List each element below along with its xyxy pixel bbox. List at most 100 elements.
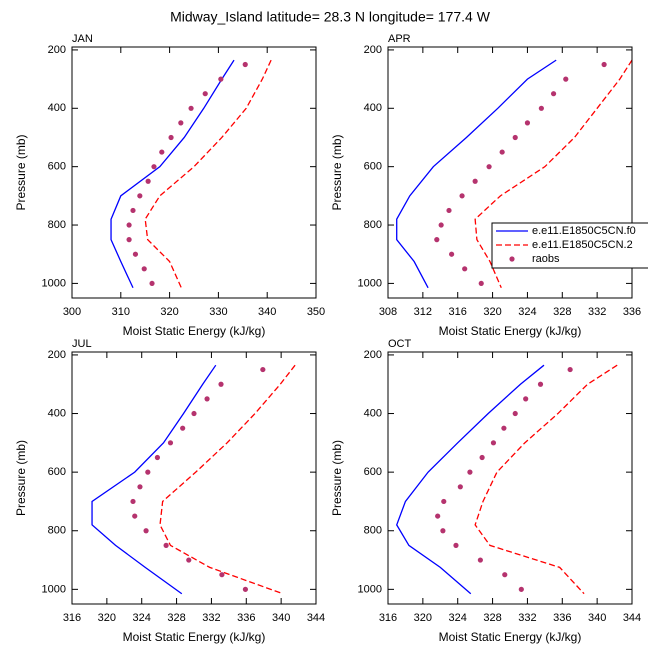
profile-line xyxy=(474,364,618,595)
raob-point xyxy=(453,542,459,548)
raob-point xyxy=(202,91,208,97)
y-tick-label: 1000 xyxy=(42,277,66,289)
raob-point xyxy=(538,105,544,111)
raob-point xyxy=(459,193,465,199)
raob-point xyxy=(143,528,149,534)
raob-point xyxy=(462,266,468,272)
raob-point xyxy=(499,149,505,155)
x-axis-label: Moist Static Energy (kJ/kg) xyxy=(439,324,582,338)
raob-point xyxy=(130,207,136,214)
raob-point xyxy=(167,440,174,446)
raob-point xyxy=(502,572,508,578)
raob-point xyxy=(218,381,224,387)
x-tick-label: 328 xyxy=(167,612,185,624)
profile-line xyxy=(144,59,272,289)
x-tick-label: 328 xyxy=(553,306,571,318)
raob-point xyxy=(163,542,169,548)
x-tick-label: 316 xyxy=(379,612,397,624)
raob-point xyxy=(126,237,132,243)
y-axis-label: Pressure (mb) xyxy=(330,134,344,210)
raob-point xyxy=(126,222,132,228)
x-tick-label: 324 xyxy=(449,612,467,624)
raob-point xyxy=(151,164,157,170)
y-tick-label: 800 xyxy=(364,525,382,537)
raob-point xyxy=(479,454,485,461)
panel-title: OCT xyxy=(388,338,412,350)
raob-point xyxy=(132,251,139,257)
x-tick-label: 332 xyxy=(518,612,536,624)
y-tick-label: 1000 xyxy=(42,583,66,595)
y-tick-label: 800 xyxy=(364,219,382,231)
raob-point xyxy=(218,76,224,82)
x-tick-label: 336 xyxy=(623,306,641,318)
x-tick-label: 300 xyxy=(63,306,81,318)
raob-point xyxy=(149,280,155,287)
raob-point xyxy=(518,586,524,592)
x-tick-label: 320 xyxy=(414,612,432,624)
raob-point xyxy=(154,454,160,461)
raob-point xyxy=(550,91,557,97)
raob-point xyxy=(141,266,147,272)
x-tick-label: 336 xyxy=(553,612,571,624)
raob-point xyxy=(130,498,136,505)
profile-line xyxy=(395,364,545,595)
x-tick-label: 340 xyxy=(258,306,276,318)
y-tick-label: 600 xyxy=(48,161,66,173)
x-tick-label: 324 xyxy=(518,306,536,318)
raob-point xyxy=(477,557,483,563)
raob-point xyxy=(523,396,529,402)
x-tick-label: 308 xyxy=(379,306,397,318)
raob-point xyxy=(438,222,444,228)
y-tick-label: 200 xyxy=(48,44,66,56)
x-tick-label: 320 xyxy=(483,306,501,318)
y-tick-label: 600 xyxy=(364,466,382,478)
raob-point xyxy=(563,76,569,82)
profile-line xyxy=(396,59,557,289)
x-tick-label: 332 xyxy=(202,612,220,624)
raob-point xyxy=(446,207,452,214)
raob-point xyxy=(191,410,197,417)
raob-point xyxy=(145,469,151,475)
y-tick-label: 200 xyxy=(364,44,382,56)
x-tick-label: 312 xyxy=(414,306,432,318)
raob-point xyxy=(145,178,151,184)
raob-point xyxy=(204,396,210,402)
plot-frame xyxy=(71,351,317,605)
raob-point xyxy=(472,178,478,184)
x-tick-label: 330 xyxy=(209,306,227,318)
raob-point xyxy=(449,251,455,257)
y-tick-label: 400 xyxy=(364,407,382,419)
y-tick-label: 800 xyxy=(48,219,66,231)
y-tick-label: 600 xyxy=(48,466,66,478)
y-tick-label: 400 xyxy=(48,102,66,114)
raob-point xyxy=(435,513,441,519)
x-tick-label: 332 xyxy=(588,306,606,318)
raob-point xyxy=(486,164,492,170)
x-tick-label: 328 xyxy=(483,612,501,624)
raob-point xyxy=(512,410,518,417)
raob-point xyxy=(434,237,440,243)
raob-point xyxy=(537,381,544,387)
raob-point xyxy=(242,61,248,68)
profile-line xyxy=(474,59,633,289)
x-tick-label: 316 xyxy=(63,612,81,624)
raob-point xyxy=(601,61,607,68)
raob-point xyxy=(186,557,192,563)
raob-point xyxy=(159,149,165,155)
x-tick-label: 344 xyxy=(307,612,325,624)
legend-label: e.e11.E1850C5CN.2 xyxy=(532,239,633,251)
raob-point xyxy=(440,528,446,534)
panel-title: JAN xyxy=(72,33,93,45)
raob-point xyxy=(490,440,497,446)
plot-frame xyxy=(387,46,633,299)
y-axis-label: Pressure (mb) xyxy=(330,440,344,516)
raob-point xyxy=(137,484,143,490)
raob-point xyxy=(132,513,138,519)
raob-point xyxy=(137,193,143,199)
figure-title: Midway_Island latitude= 28.3 N longitude… xyxy=(170,9,491,25)
x-axis-label: Moist Static Energy (kJ/kg) xyxy=(123,630,266,644)
legend-marker xyxy=(509,256,515,262)
raob-point xyxy=(242,586,249,592)
panel-title: JUL xyxy=(72,338,92,350)
raob-point xyxy=(188,105,194,111)
